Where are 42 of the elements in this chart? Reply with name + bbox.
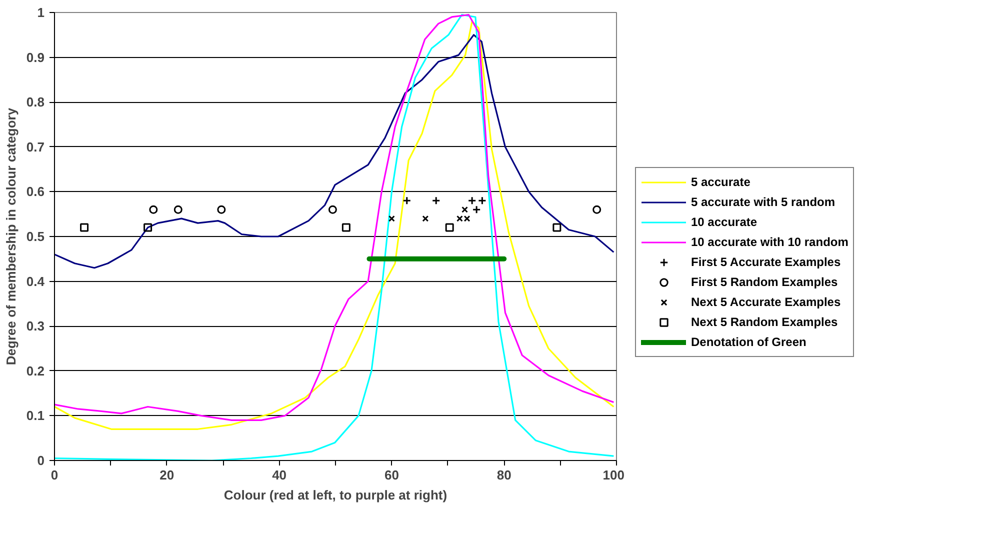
point <box>552 223 562 232</box>
legend-label: Next 5 Accurate Examples <box>691 294 841 310</box>
point <box>144 223 152 232</box>
x-tick-label: 20 <box>160 468 174 482</box>
point <box>462 206 468 213</box>
y-tick-label: 0.7 <box>26 139 45 154</box>
y-tick-label: 0.2 <box>26 363 45 378</box>
legend-label: Next 5 Random Examples <box>691 314 838 330</box>
x-axis-title: Colour (red at left, to purple at right) <box>224 488 448 502</box>
x-tick-label: 80 <box>496 468 512 482</box>
legend-label: 10 accurate <box>691 214 758 230</box>
point <box>592 205 602 214</box>
legend-label: 5 accurate with 5 random <box>691 194 836 210</box>
legend-label: Denotation of Green <box>691 334 806 350</box>
y-tick-label: 0.8 <box>26 94 45 110</box>
y-tick-label: 0.4 <box>26 274 46 289</box>
point <box>149 205 158 214</box>
legend-label: 10 accurate with 10 random <box>691 234 848 250</box>
y-tick-label: 0.9 <box>26 50 45 65</box>
point <box>445 223 454 232</box>
y-axis-title: Degree of membership in colour category <box>3 107 18 366</box>
y-tick-label: 1 <box>37 5 45 20</box>
y-tick-label: 0.1 <box>26 408 45 424</box>
line-series <box>54 34 614 269</box>
point <box>80 223 89 232</box>
x-tick-label: 100 <box>602 468 625 482</box>
point <box>388 215 395 222</box>
x-tick-label: 40 <box>272 468 287 482</box>
point <box>174 205 182 214</box>
legend-label: 5 accurate <box>691 174 750 190</box>
y-tick-label: 0.5 <box>26 229 45 244</box>
point <box>328 205 337 214</box>
x-tick-label: 0 <box>50 468 58 482</box>
legend-label: First 5 Accurate Examples <box>691 254 841 270</box>
legend-label: First 5 Random Examples <box>691 274 838 290</box>
point <box>217 205 226 214</box>
y-tick-label: 0 <box>37 453 45 468</box>
y-tick-label: 0.3 <box>26 318 45 334</box>
x-tick-label: 60 <box>384 468 399 482</box>
y-tick-label: 0.6 <box>26 184 45 200</box>
point <box>422 215 429 222</box>
point <box>342 223 350 232</box>
